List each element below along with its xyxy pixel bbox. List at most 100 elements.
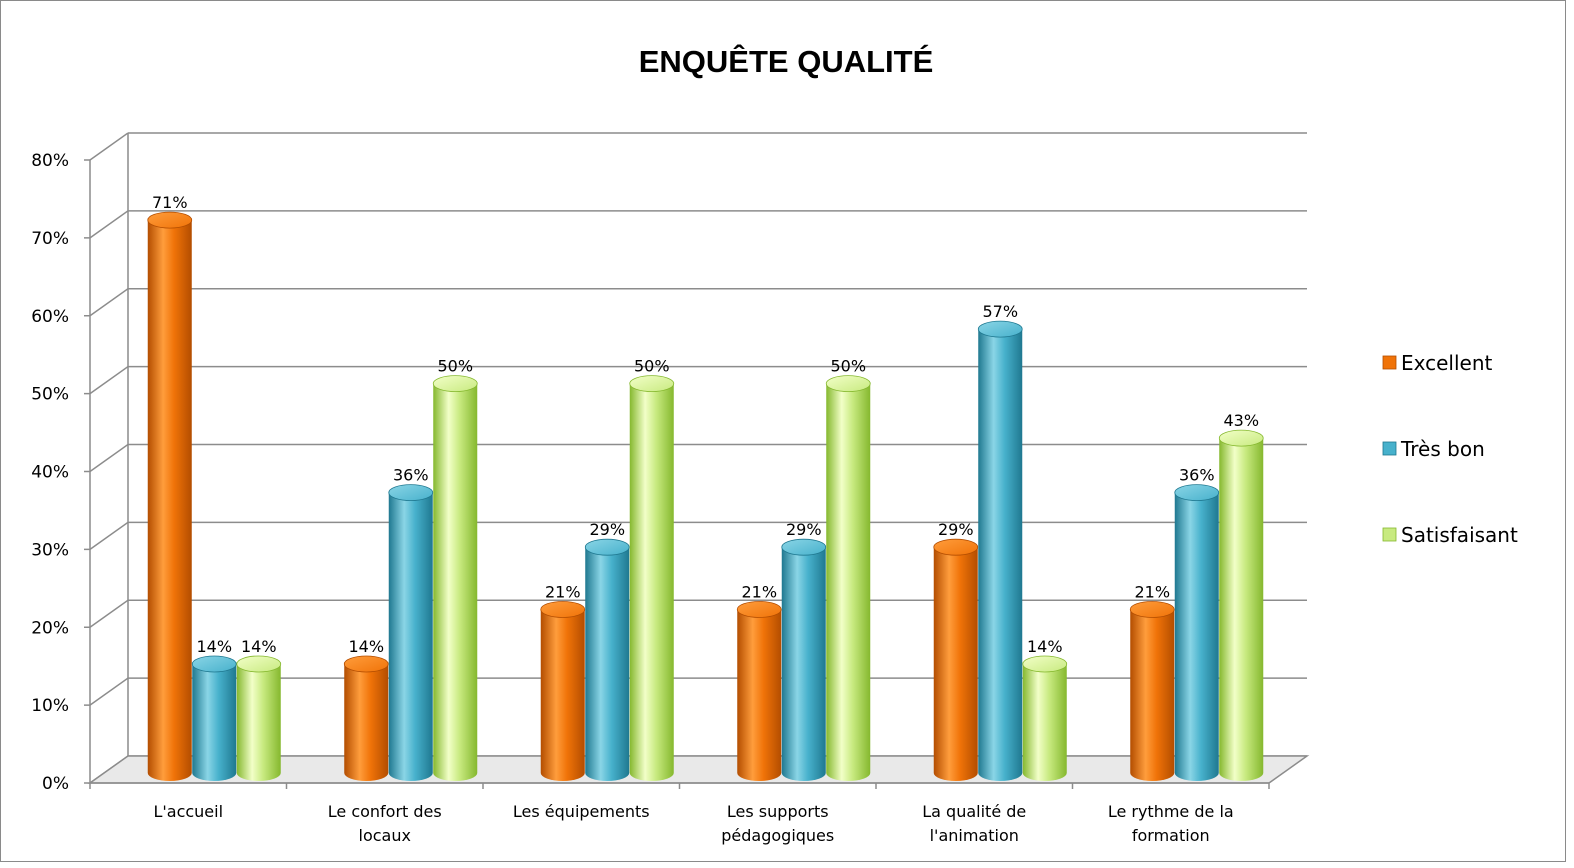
bar-body [433,383,478,781]
legend-swatch [1382,527,1397,542]
bar-satisfaisant [825,375,871,781]
y-tick-label: 40% [31,463,69,483]
x-category-label: Le confort des locaux [328,802,442,845]
x-category-label: L'accueil [153,802,223,821]
bar-body [737,609,782,781]
gridline-side [89,443,129,473]
legend-label: Excellent [1401,351,1493,375]
data-label: 29% [938,520,974,539]
data-label: 50% [830,357,866,376]
bar-body [192,663,237,781]
bar-top [1022,655,1068,673]
data-label: 71% [152,193,188,212]
bar-body [978,329,1023,781]
x-category-label: Le rythme de la formation [1108,802,1234,845]
y-axis-ticks: 0% 10% 20% 30% 40% 50% 60% 70% 80% [31,151,69,794]
legend-label: Satisfaisant [1401,523,1518,547]
bar-tr-s-bon [584,538,630,781]
bar-top [236,655,282,673]
data-label: 14% [348,637,384,656]
data-label: 50% [634,357,670,376]
bar-body [826,383,871,781]
data-label: 21% [545,582,581,601]
gridline-side [89,288,129,317]
bar-body [540,609,585,781]
gridline-side [89,677,129,706]
bar-body [1022,663,1067,781]
bar-top [977,320,1023,338]
y-tick-label: 60% [31,307,69,327]
data-label: 14% [196,637,232,656]
bar-excellent [540,601,586,781]
bar-top [1218,429,1264,447]
bar-top [825,375,871,393]
y-tick-label: 80% [31,151,69,171]
x-category-label: Les équipements [513,802,650,821]
y-tick-label: 70% [31,229,69,249]
gridline-side [89,521,129,550]
gridline-side [89,599,129,628]
data-label: 36% [393,466,429,485]
bar-top [388,484,434,502]
bar-body [629,383,674,781]
bars [147,211,1264,781]
bar-body [781,547,826,781]
data-label: 14% [241,637,277,656]
chart-title: ENQUÊTE QUALITÉ [639,43,934,79]
data-label: 29% [786,520,822,539]
bar-body [585,547,630,781]
bar-satisfaisant [629,375,675,781]
bar-body [1219,438,1264,781]
x-category-label: Les supports pédagogiques [721,802,834,845]
data-label: 14% [1027,637,1063,656]
data-label: 43% [1223,411,1259,430]
y-tick-label: 10% [31,696,69,716]
gridline-side [89,366,129,395]
legend-label: Très bon [1400,437,1485,461]
bar-tr-s-bon [977,320,1023,781]
bar-satisfaisant [1218,429,1264,781]
bar-top [343,655,389,673]
gridline-side [89,210,129,239]
bar-tr-s-bon [781,538,827,781]
y-tick-label: 30% [31,540,69,560]
gridline-side [89,132,129,161]
bar-excellent [736,601,782,781]
bar-top [191,655,237,673]
bar-top [1174,484,1220,502]
data-labels: 71% 14% 14% 14% 36% 50% 21% 29% 50% 21% 29% 50% 29% 5… [152,193,1259,656]
y-tick-label: 50% [31,385,69,405]
bar-top [629,375,675,393]
data-label: 50% [437,357,473,376]
bar-satisfaisant [236,655,282,781]
bar-satisfaisant [432,375,478,781]
bar-excellent [1129,601,1175,781]
y-tick-label: 20% [31,618,69,638]
bar-body [388,492,433,781]
bar-top [584,538,630,556]
data-label: 21% [741,582,777,601]
bar-top [736,601,782,618]
legend-swatch [1382,355,1397,370]
bar-excellent [933,538,979,781]
bar-tr-s-bon [191,655,237,781]
bar-top [147,211,193,229]
bar-excellent [147,211,193,781]
bar-body [1130,609,1175,781]
legend-swatch [1382,441,1397,456]
bar-top [781,538,827,556]
bar-top [540,601,586,618]
x-axis-categories: L'accueil Le confort des locaux Les équipem… [153,802,1233,845]
bar-body [933,547,978,781]
bar-top [1129,601,1175,618]
data-label: 36% [1179,466,1215,485]
bar-top [933,538,979,556]
bar-body [1174,492,1219,781]
bar-tr-s-bon [1174,484,1220,781]
bar-satisfaisant [1022,655,1068,781]
legend: Excellent Très bon Satisfaisant [1382,351,1518,547]
bar-excellent [343,655,389,781]
data-label: 29% [589,520,625,539]
